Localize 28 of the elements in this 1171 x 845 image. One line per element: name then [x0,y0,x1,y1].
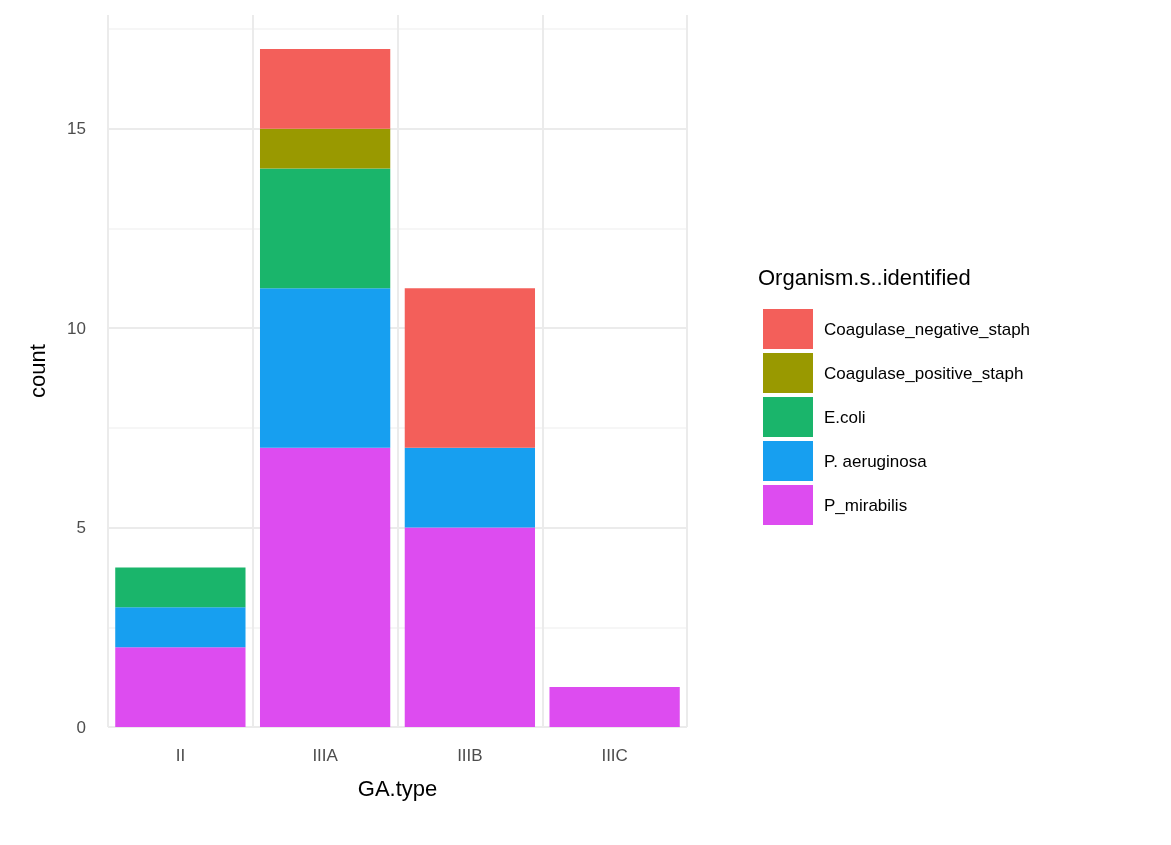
legend-title: Organism.s..identified [758,264,971,290]
legend-label: P. aeruginosa [824,451,928,471]
bar [404,527,536,727]
legend-label: P_mirabilis [824,495,908,515]
bar [404,447,536,528]
bar [259,288,391,448]
x-tick-label: IIIC [601,746,628,765]
y-tick-label: 15 [67,119,86,139]
y-tick-label: 0 [76,717,86,737]
bar [115,567,246,608]
y-axis-title: count [24,344,50,398]
x-tick-label: II [175,746,186,765]
y-tick-label: 10 [67,318,86,338]
bar [259,447,391,727]
x-tick-label: IIIB [457,746,483,765]
bar [115,607,246,648]
bar [259,168,391,289]
bar [549,687,680,727]
x-axis-title: GA.type [357,775,438,801]
bar [259,128,391,169]
legend-label: Coagulase_negative_staph [824,319,1031,339]
y-tick-label: 5 [76,518,86,538]
legend-label: E.coli [824,407,866,427]
bar [115,647,246,727]
x-tick-label: IIIA [312,746,339,765]
bar [404,288,536,448]
bar [259,48,391,129]
legend-label: Coagulase_positive_staph [824,363,1024,383]
